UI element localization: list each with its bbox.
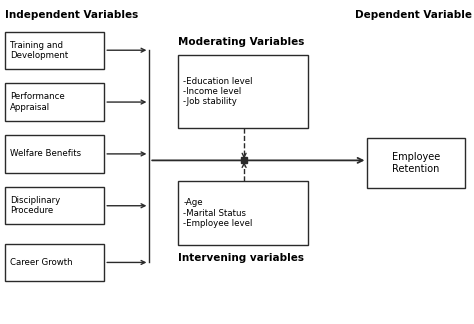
Text: Performance
Appraisal: Performance Appraisal: [10, 92, 65, 112]
FancyBboxPatch shape: [5, 32, 104, 69]
FancyBboxPatch shape: [5, 83, 104, 121]
FancyBboxPatch shape: [5, 244, 104, 281]
Text: -Education level
-Income level
-Job stability: -Education level -Income level -Job stab…: [183, 77, 253, 106]
Text: Intervening variables: Intervening variables: [178, 253, 304, 263]
Text: Training and
Development: Training and Development: [10, 40, 69, 60]
FancyBboxPatch shape: [178, 55, 308, 128]
Text: Career Growth: Career Growth: [10, 258, 73, 267]
Text: Independent Variables: Independent Variables: [5, 10, 138, 20]
FancyBboxPatch shape: [5, 187, 104, 224]
Text: -Age
-Marital Status
-Employee level: -Age -Marital Status -Employee level: [183, 198, 253, 228]
FancyBboxPatch shape: [367, 138, 465, 188]
FancyBboxPatch shape: [5, 135, 104, 172]
Text: Employee
Retention: Employee Retention: [392, 152, 440, 174]
Text: Welfare Benefits: Welfare Benefits: [10, 149, 82, 158]
Text: Moderating Variables: Moderating Variables: [178, 37, 304, 47]
Text: Dependent Variable: Dependent Variable: [355, 10, 472, 20]
FancyBboxPatch shape: [178, 181, 308, 245]
Text: Disciplinary
Procedure: Disciplinary Procedure: [10, 196, 61, 215]
